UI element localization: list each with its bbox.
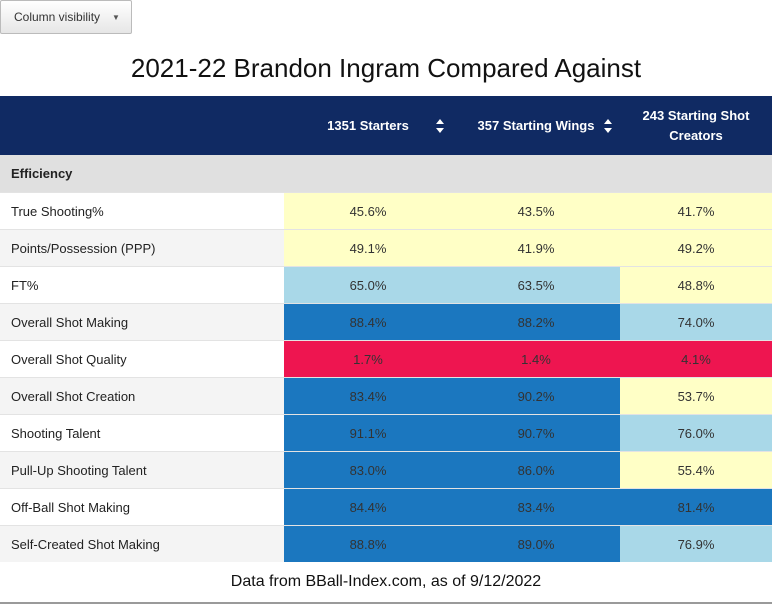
table-cell: 49.2% — [620, 230, 772, 266]
column-header-label: 243 Starting Shot Creators — [642, 107, 750, 143]
table-row: Pull-Up Shooting Talent 83.0% 86.0% 55.4% — [0, 451, 772, 488]
row-label: Points/Possession (PPP) — [0, 230, 284, 266]
table-cell: 88.2% — [452, 304, 620, 340]
table-header: 1351 Starters 357 Starting Wings 243 Sta… — [0, 96, 772, 155]
table-row: Overall Shot Creation 83.4% 90.2% 53.7% — [0, 377, 772, 414]
row-label: Pull-Up Shooting Talent — [0, 452, 284, 488]
table-cell: 89.0% — [452, 526, 620, 562]
row-label: True Shooting% — [0, 193, 284, 229]
table-body: True Shooting% 45.6% 43.5% 41.7% Points/Poss… — [0, 192, 772, 562]
table-cell: 41.9% — [452, 230, 620, 266]
header-blank-cell — [0, 96, 284, 155]
table-cell: 63.5% — [452, 267, 620, 303]
table-cell: 48.8% — [620, 267, 772, 303]
row-label: Overall Shot Making — [0, 304, 284, 340]
row-label: Shooting Talent — [0, 415, 284, 451]
table-cell: 76.0% — [620, 415, 772, 451]
table-row: Overall Shot Quality 1.7% 1.4% 4.1% — [0, 340, 772, 377]
table-cell: 76.9% — [620, 526, 772, 562]
column-header-label: 357 Starting Wings — [477, 117, 595, 133]
table-cell: 83.4% — [452, 489, 620, 525]
column-header-starting-shot-creators[interactable]: 243 Starting Shot Creators — [620, 96, 772, 155]
column-header-starting-wings[interactable]: 357 Starting Wings — [452, 96, 620, 155]
table-cell: 90.7% — [452, 415, 620, 451]
table-row: Self-Created Shot Making 88.8% 89.0% 76.9% — [0, 525, 772, 562]
table-cell: 83.0% — [284, 452, 452, 488]
table-row: Overall Shot Making 88.4% 88.2% 74.0% — [0, 303, 772, 340]
table-cell: 1.7% — [284, 341, 452, 377]
column-header-label: 1351 Starters — [327, 117, 409, 133]
row-label: Overall Shot Quality — [0, 341, 284, 377]
table-cell: 88.4% — [284, 304, 452, 340]
row-label: Off-Ball Shot Making — [0, 489, 284, 525]
table-cell: 83.4% — [284, 378, 452, 414]
table-cell: 65.0% — [284, 267, 452, 303]
table-cell: 53.7% — [620, 378, 772, 414]
chevron-down-icon: ▼ — [112, 12, 120, 22]
column-visibility-button[interactable]: Column visibility ▼ — [0, 0, 132, 34]
table-row: True Shooting% 45.6% 43.5% 41.7% — [0, 192, 772, 229]
comparison-table: 1351 Starters 357 Starting Wings 243 Sta… — [0, 96, 772, 562]
table-cell: 84.4% — [284, 489, 452, 525]
group-row-efficiency: Efficiency — [0, 155, 772, 192]
column-header-starters[interactable]: 1351 Starters — [284, 96, 452, 155]
table-cell: 4.1% — [620, 341, 772, 377]
table-cell: 74.0% — [620, 304, 772, 340]
group-label: Efficiency — [11, 166, 73, 181]
page-title: 2021-22 Brandon Ingram Compared Against — [130, 53, 642, 83]
table-cell: 88.8% — [284, 526, 452, 562]
row-label: FT% — [0, 267, 284, 303]
table-row: Off-Ball Shot Making 84.4% 83.4% 81.4% — [0, 488, 772, 525]
table-cell: 91.1% — [284, 415, 452, 451]
table-cell: 1.4% — [452, 341, 620, 377]
table-cell: 55.4% — [620, 452, 772, 488]
table-cell: 90.2% — [452, 378, 620, 414]
table-cell: 81.4% — [620, 489, 772, 525]
sort-icon[interactable] — [436, 118, 444, 133]
row-label: Overall Shot Creation — [0, 378, 284, 414]
sort-icon[interactable] — [604, 118, 612, 133]
table-row: Points/Possession (PPP) 49.1% 41.9% 49.2% — [0, 229, 772, 266]
table-cell: 45.6% — [284, 193, 452, 229]
table-cell: 43.5% — [452, 193, 620, 229]
table-row: FT% 65.0% 63.5% 48.8% — [0, 266, 772, 303]
table-cell: 41.7% — [620, 193, 772, 229]
row-label: Self-Created Shot Making — [0, 526, 284, 562]
column-visibility-label: Column visibility — [14, 10, 101, 24]
table-cell: 49.1% — [284, 230, 452, 266]
table-cell: 86.0% — [452, 452, 620, 488]
divider — [0, 602, 772, 604]
footer-note: Data from BBall-Index.com, as of 9/12/20… — [230, 573, 542, 590]
table-row: Shooting Talent 91.1% 90.7% 76.0% — [0, 414, 772, 451]
